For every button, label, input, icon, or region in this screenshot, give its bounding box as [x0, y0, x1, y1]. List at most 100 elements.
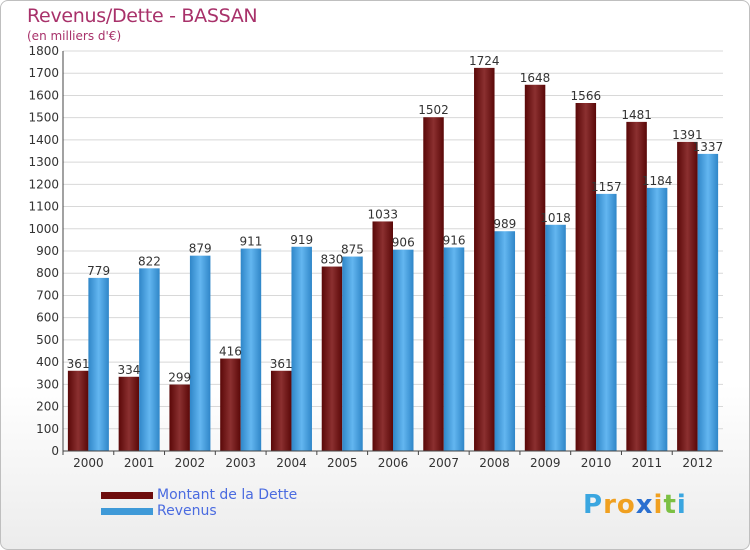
logo-letter: o	[616, 490, 636, 520]
bar-debt	[677, 141, 698, 451]
y-tick-label: 600	[36, 311, 59, 325]
data-label: 911	[239, 235, 262, 249]
bar-revenue	[494, 231, 516, 451]
bar-revenue	[443, 247, 465, 451]
y-tick-label: 1500	[28, 111, 59, 125]
bar-debt	[321, 266, 343, 451]
y-tick-label: 400	[36, 355, 59, 369]
legend-item-debt: Montant de la Dette	[101, 487, 297, 503]
y-tick-label: 700	[36, 288, 59, 302]
x-tick-label: 2000	[73, 456, 104, 470]
proxiti-logo: Proxiti	[583, 490, 687, 520]
bar-debt	[372, 221, 393, 451]
data-label: 416	[219, 345, 242, 359]
bar-debt	[67, 370, 89, 451]
data-label: 361	[270, 357, 293, 371]
data-label: 299	[168, 371, 191, 385]
data-label: 1502	[418, 103, 449, 117]
bar-debt	[270, 370, 292, 451]
data-label: 361	[67, 357, 90, 371]
data-label: 906	[392, 236, 415, 250]
bar-debt	[575, 103, 597, 451]
data-label: 1157	[591, 180, 622, 194]
y-tick-label: 900	[36, 244, 59, 258]
x-tick-label: 2007	[428, 456, 459, 470]
logo-letter: P	[583, 490, 604, 520]
y-tick-label: 1100	[28, 200, 59, 214]
bar-debt	[169, 384, 190, 451]
bar-revenue	[545, 224, 566, 451]
x-tick-label: 2002	[175, 456, 206, 470]
bar-revenue	[393, 249, 414, 451]
legend-item-revenue: Revenus	[101, 503, 297, 519]
bar-revenue	[189, 255, 211, 451]
y-tick-label: 1400	[28, 133, 59, 147]
bar-revenue	[697, 153, 719, 451]
y-tick-label: 1000	[28, 222, 59, 236]
data-label: 879	[189, 242, 212, 256]
data-label: 1566	[571, 89, 602, 103]
y-tick-label: 1700	[28, 66, 59, 80]
legend-swatch-debt	[101, 491, 153, 499]
y-tick-label: 800	[36, 266, 59, 280]
chart-legend: Montant de la Dette Revenus	[101, 487, 297, 519]
data-label: 1648	[520, 71, 551, 85]
y-tick-label: 200	[36, 400, 59, 414]
bar-debt	[626, 121, 647, 451]
x-tick-label: 2008	[479, 456, 510, 470]
data-label: 989	[493, 217, 516, 231]
y-tick-label: 1600	[28, 88, 59, 102]
logo-letter: i	[653, 490, 664, 520]
x-tick-label: 2006	[378, 456, 409, 470]
chart-title: Revenus/Dette - BASSAN	[27, 5, 258, 27]
x-tick-label: 2009	[530, 456, 561, 470]
data-label: 830	[321, 253, 344, 267]
x-tick-label: 2003	[225, 456, 256, 470]
data-label: 875	[341, 243, 364, 257]
legend-label-revenue: Revenus	[157, 503, 217, 519]
logo-letter: r	[603, 490, 617, 520]
bar-revenue	[139, 268, 160, 451]
y-tick-label: 1800	[28, 44, 59, 58]
data-label: 1018	[540, 211, 571, 225]
bar-revenue	[88, 277, 109, 451]
chart-subtitle: (en milliers d'€)	[27, 29, 122, 43]
data-label: 822	[138, 254, 161, 268]
bar-revenue	[291, 246, 312, 451]
x-tick-label: 2004	[276, 456, 307, 470]
bar-revenue	[240, 248, 262, 451]
data-label: 779	[87, 264, 110, 278]
data-label: 1391	[672, 128, 703, 142]
data-label: 334	[117, 363, 140, 377]
bar-debt	[220, 358, 241, 451]
logo-letter: t	[663, 490, 677, 520]
x-tick-label: 2010	[581, 456, 612, 470]
legend-label-debt: Montant de la Dette	[157, 487, 298, 503]
data-label: 1481	[621, 108, 652, 122]
y-tick-label: 1200	[28, 177, 59, 191]
legend-swatch-revenue	[101, 507, 153, 515]
y-tick-label: 300	[36, 377, 59, 391]
y-tick-label: 1300	[28, 155, 59, 169]
data-label: 1724	[469, 54, 500, 68]
x-tick-label: 2001	[124, 456, 155, 470]
data-label: 916	[443, 233, 466, 247]
logo-letter: x	[635, 490, 654, 520]
data-label: 1337	[693, 140, 724, 154]
bar-revenue	[596, 193, 617, 451]
bar-debt	[118, 376, 140, 451]
y-tick-label: 500	[36, 333, 59, 347]
data-label: 1033	[367, 207, 398, 221]
data-label: 1184	[642, 174, 673, 188]
bar-debt	[524, 84, 546, 452]
x-tick-label: 2011	[632, 456, 663, 470]
y-tick-label: 0	[51, 444, 59, 458]
bar-revenue	[342, 256, 363, 451]
data-label: 919	[290, 233, 313, 247]
y-tick-label: 100	[36, 422, 59, 436]
logo-letter: i	[676, 490, 687, 520]
bar-debt	[474, 67, 495, 451]
x-tick-label: 2012	[682, 456, 713, 470]
